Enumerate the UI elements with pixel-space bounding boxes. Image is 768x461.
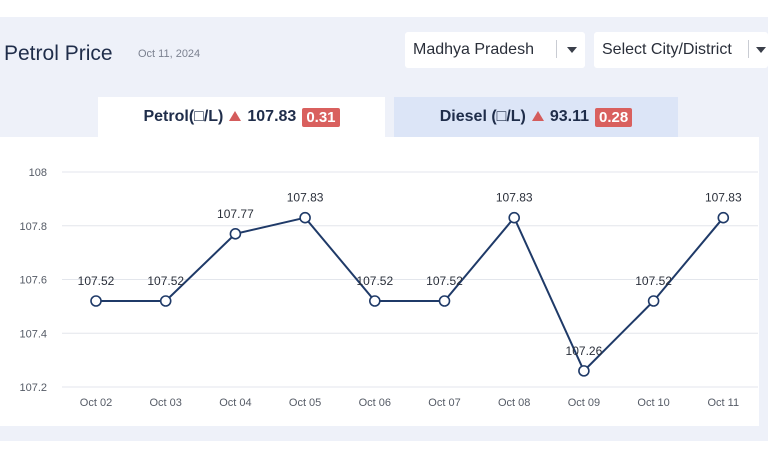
state-select[interactable]: Madhya Pradesh [405,32,585,68]
data-point [438,295,451,307]
data-label: 107.77 [217,207,254,221]
data-point [299,211,311,224]
x-tick-label: Oct 10 [637,397,669,409]
data-label: 107.52 [78,274,115,288]
trend-up-icon [229,111,242,121]
tab-petrol[interactable]: Petrol(□/L) 107.83 0.31 [98,97,385,137]
state-select-divider [556,40,557,58]
data-point [229,228,242,240]
page-title: Petrol Price [4,42,113,65]
state-select-value: Madhya Pradesh [413,41,534,58]
data-point [90,295,102,307]
data-point [508,211,521,224]
data-label: 107.26 [566,344,603,358]
y-tick-label: 107.2 [19,382,47,394]
y-tick-label: 108 [29,167,47,179]
trend-up-icon [531,111,544,121]
data-label: 107.52 [147,274,184,288]
city-select-divider [748,40,749,58]
data-label: 107.52 [635,274,672,288]
x-tick-label: Oct 06 [359,397,391,409]
city-select[interactable]: Select City/District [594,32,768,68]
data-label: 107.83 [496,191,533,205]
x-tick-label: Oct 03 [149,397,181,409]
data-point [368,295,381,307]
tab-petrol-label: Petrol(□/L) [143,108,224,125]
data-label: 107.52 [356,274,393,288]
y-tick-label: 107.4 [19,328,47,340]
x-tick-label: Oct 09 [568,397,600,409]
tab-diesel-label: Diesel (□/L) [439,108,526,125]
data-label: 107.83 [287,191,324,205]
tab-diesel-change-badge: 0.28 [595,107,633,127]
tab-diesel[interactable]: Diesel (□/L) 93.11 0.28 [394,97,678,137]
tab-diesel-price: 93.11 [549,108,590,125]
data-label: 107.83 [705,191,742,205]
x-tick-label: Oct 04 [219,397,251,409]
data-point [647,295,660,307]
x-tick-label: Oct 11 [708,397,740,409]
price-date: Oct 11, 2024 [138,48,201,60]
y-tick-label: 107.8 [19,221,47,233]
data-point [159,295,172,307]
x-tick-label: Oct 02 [80,397,112,409]
tab-petrol-price: 107.83 [247,108,297,125]
city-select-value: Select City/District [602,41,732,58]
tab-petrol-change-badge: 0.31 [302,107,340,127]
x-tick-label: Oct 05 [289,397,321,409]
y-tick-label: 107.6 [19,275,47,287]
price-line-chart: 108 107.8 107.6 107.4 107.2 Oct 02 Oct 03 Oct 0… [19,167,758,409]
price-chart-card: 108 107.8 107.6 107.4 107.2 Oct 02 Oct 03 Oct 0… [0,137,759,426]
chevron-down-icon[interactable] [756,47,766,53]
x-tick-label: Oct 08 [498,397,530,409]
data-point [717,211,730,224]
data-point [578,365,590,377]
data-label: 107.52 [426,274,463,288]
chevron-down-icon[interactable] [567,47,577,53]
series-line [96,215,725,373]
x-tick-label: Oct 07 [428,397,460,409]
